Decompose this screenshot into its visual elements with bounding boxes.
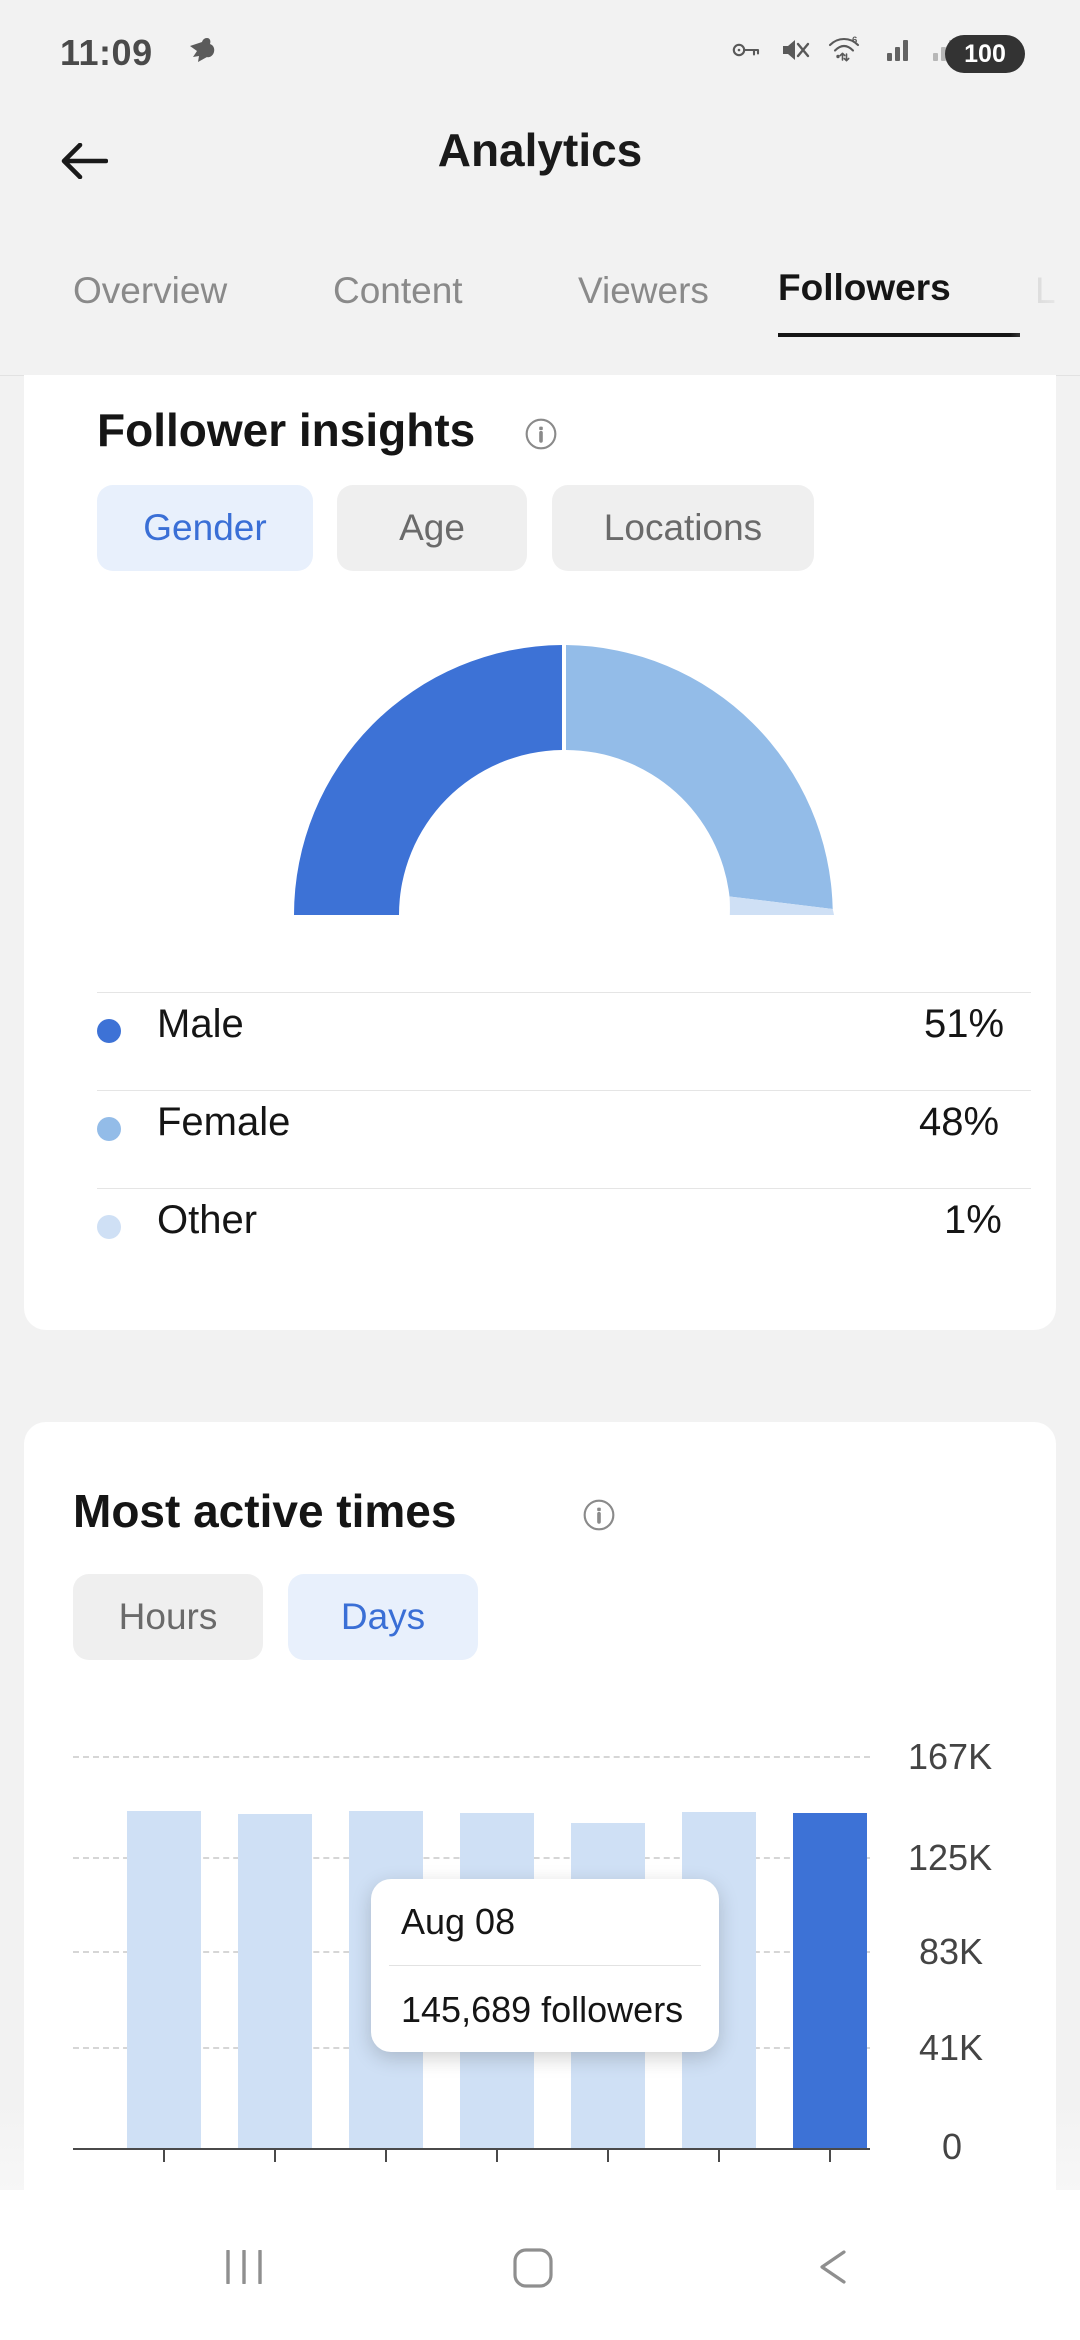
svg-text:6: 6 <box>852 35 857 46</box>
